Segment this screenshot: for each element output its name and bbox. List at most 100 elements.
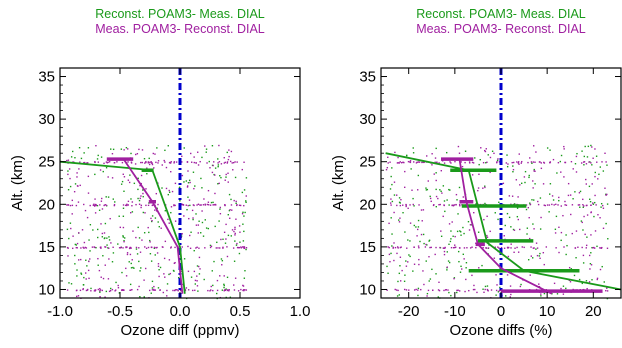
scatter-point	[212, 289, 214, 292]
scatter-point	[418, 161, 421, 163]
scatter-point	[600, 206, 602, 208]
scatter-point	[225, 238, 227, 240]
scatter-point	[151, 204, 154, 207]
scatter-point	[495, 294, 497, 296]
scatter-point	[219, 212, 222, 215]
scatter-point	[586, 156, 589, 158]
scatter-point	[242, 240, 245, 242]
scatter-point	[473, 211, 475, 214]
scatter-point	[570, 268, 573, 270]
scatter-point	[496, 284, 498, 286]
scatter-point	[151, 287, 154, 289]
scatter-point	[243, 277, 246, 279]
scatter-point	[463, 258, 465, 260]
scatter-point	[516, 161, 518, 163]
scatter-point	[212, 164, 214, 167]
scatter-point	[245, 177, 248, 179]
scatter-point	[117, 284, 119, 287]
scatter-point	[394, 151, 396, 154]
scatter-point	[394, 246, 397, 249]
scatter-point	[391, 245, 393, 247]
scatter-point	[223, 162, 226, 164]
scatter-point	[405, 265, 408, 267]
scatter-point	[446, 251, 449, 253]
scatter-point	[402, 161, 404, 163]
scatter-point	[84, 246, 87, 249]
scatter-point	[238, 204, 241, 206]
scatter-point	[97, 288, 100, 291]
scatter-point	[174, 261, 176, 264]
scatter-point	[126, 246, 128, 248]
scatter-point	[562, 293, 565, 295]
scatter-point	[588, 161, 590, 163]
scatter-point	[194, 283, 196, 285]
scatter-point	[447, 289, 449, 291]
scatter-point	[199, 268, 201, 270]
scatter-point	[521, 160, 523, 163]
scatter-point	[509, 296, 511, 298]
scatter-point	[486, 285, 489, 287]
scatter-point	[605, 289, 607, 292]
scatter-point	[399, 217, 401, 219]
scatter-point	[521, 182, 523, 184]
scatter-point	[409, 160, 412, 162]
scatter-point	[450, 238, 452, 240]
scatter-point	[428, 239, 431, 242]
scatter-point	[468, 289, 470, 292]
scatter-point	[163, 257, 166, 260]
scatter-point	[194, 279, 197, 282]
scatter-point	[104, 296, 106, 298]
scatter-point	[589, 262, 592, 265]
scatter-point	[518, 163, 520, 165]
scatter-point	[426, 155, 428, 157]
scatter-point	[229, 209, 231, 211]
scatter-point	[138, 203, 141, 205]
scatter-point	[147, 246, 150, 249]
scatter-point	[504, 224, 506, 227]
scatter-point	[193, 156, 195, 158]
scatter-point	[517, 196, 519, 198]
scatter-point	[168, 189, 170, 192]
scatter-point	[484, 186, 486, 189]
scatter-point	[85, 259, 87, 261]
scatter-point	[95, 204, 97, 206]
scatter-point	[157, 160, 160, 162]
scatter-point	[153, 247, 156, 250]
scatter-point	[419, 240, 421, 243]
scatter-point	[144, 267, 147, 270]
x-tick-label: 0.5	[230, 303, 251, 320]
scatter-point	[223, 156, 225, 159]
scatter-point	[235, 218, 237, 220]
y-tick-label: 10	[38, 281, 55, 298]
scatter-point	[83, 161, 86, 164]
scatter-point	[560, 154, 563, 157]
scatter-point	[122, 215, 125, 217]
scatter-point	[94, 212, 97, 214]
scatter-point	[86, 265, 88, 267]
scatter-point	[575, 230, 578, 232]
scatter-point	[565, 204, 568, 206]
scatter-point	[478, 163, 480, 166]
scatter-point	[564, 161, 566, 164]
scatter-point	[214, 167, 217, 169]
scatter-point	[429, 197, 432, 200]
scatter-point	[396, 204, 398, 207]
scatter-point	[146, 173, 148, 175]
scatter-point	[405, 289, 408, 291]
scatter-point	[416, 235, 418, 237]
scatter-point	[400, 246, 402, 248]
scatter-point	[83, 162, 85, 164]
scatter-point	[398, 162, 400, 164]
scatter-point	[572, 198, 574, 200]
scatter-point	[475, 246, 477, 249]
scatter-point	[505, 295, 507, 297]
scatter-point	[120, 148, 123, 150]
scatter-point	[148, 157, 150, 160]
scatter-point	[445, 289, 448, 291]
scatter-point	[151, 215, 154, 217]
scatter-point	[588, 254, 591, 257]
scatter-point	[175, 289, 177, 291]
scatter-point	[164, 276, 166, 278]
scatter-point	[500, 246, 503, 249]
